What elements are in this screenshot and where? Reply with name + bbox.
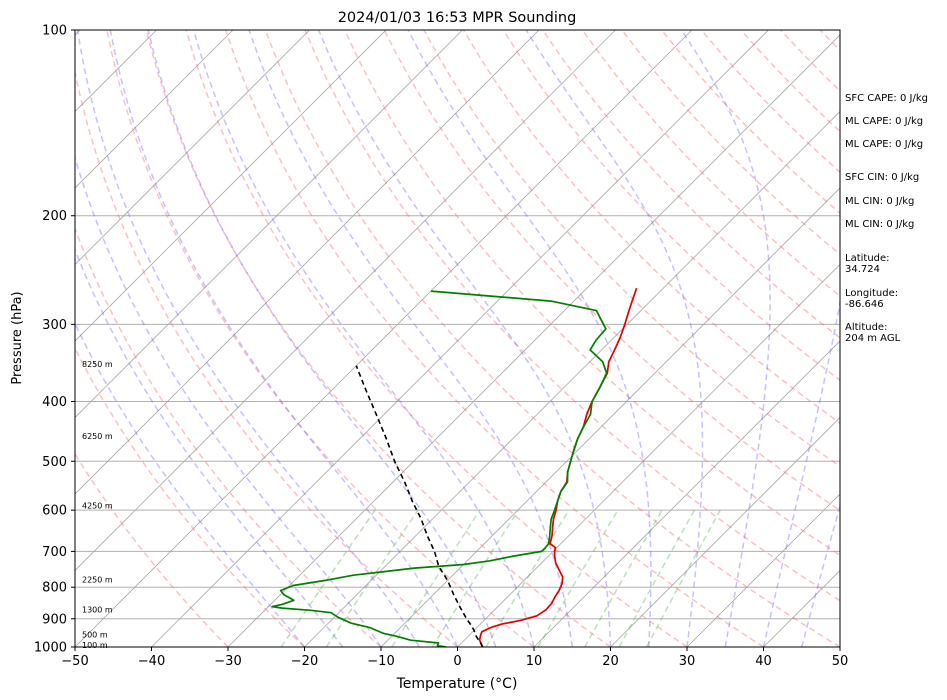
moist-adiabat-line	[248, 30, 574, 647]
mixing-ratio-line	[325, 509, 419, 647]
x-tick-label: −10	[367, 654, 394, 669]
x-tick-label: 30	[679, 654, 696, 669]
mixing-ratio-line	[618, 509, 696, 647]
mixing-ratio-line	[431, 509, 519, 647]
isotherm-line	[75, 30, 387, 342]
sfc-cape-text: SFC CAPE: 0 J/kg	[845, 93, 928, 104]
moist-adiabat-line	[525, 30, 704, 647]
x-tick-label: 20	[602, 654, 619, 669]
y-tick-label: 400	[42, 395, 67, 410]
y-tick-label: 100	[42, 24, 67, 39]
chart-title: 2024/01/03 16:53 MPR Sounding	[338, 10, 577, 26]
isotherm-line	[457, 263, 840, 647]
mixing-ratio-line	[391, 509, 481, 647]
moist-adiabat-line	[109, 30, 459, 647]
x-tick-label: −20	[291, 654, 318, 669]
isotherm-line	[533, 340, 840, 647]
ml-cin-text-2: ML CIN: 0 J/kg	[845, 219, 915, 230]
isotherm-line	[227, 34, 840, 647]
dry-adiabat-line	[185, 30, 688, 647]
height-label: 1300 m	[82, 606, 113, 615]
dry-adiabat-line	[304, 30, 840, 602]
temperature-profile-line	[478, 287, 638, 647]
isotherm-line	[304, 110, 840, 647]
moist-adiabat-line	[407, 30, 652, 647]
height-label: 4250 m	[82, 502, 113, 511]
height-label: 8250 m	[82, 360, 113, 369]
x-tick-label: 40	[755, 654, 772, 669]
x-tick-label: 10	[526, 654, 543, 669]
isotherm-line	[75, 30, 616, 572]
moist-adiabat-line	[75, 154, 382, 647]
latitude-text: Latitude: 34.724	[845, 253, 890, 275]
mixing-ratio-line	[485, 509, 570, 647]
parcel-path-line	[355, 365, 484, 647]
y-tick-label: 500	[42, 455, 67, 470]
dewpoint-profile-line	[271, 290, 608, 647]
moist-adiabat-line	[147, 30, 497, 647]
moist-adiabat-line	[762, 298, 840, 647]
ml-cin-text-1: ML CIN: 0 J/kg	[845, 196, 915, 207]
isotherm-line	[610, 416, 840, 647]
dry-adiabat-line	[224, 30, 764, 647]
y-axis-label: Pressure (hPa)	[10, 291, 25, 384]
dry-adiabat-line	[75, 68, 458, 647]
y-tick-label: 600	[42, 504, 67, 519]
dry-adiabat-line	[343, 30, 840, 557]
isotherm-line	[75, 30, 693, 647]
mixing-ratio-line	[280, 509, 376, 647]
x-tick-label: −40	[138, 654, 165, 669]
dry-adiabat-line	[75, 346, 306, 647]
moist-adiabat-line	[192, 30, 535, 647]
isotherm-line	[75, 30, 463, 419]
dry-adiabat-line	[383, 30, 840, 512]
dry-adiabat-line	[106, 30, 535, 647]
isotherm-line	[75, 30, 540, 495]
y-tick-label: 1000	[34, 641, 67, 656]
dry-adiabat-line	[75, 452, 229, 647]
moist-adiabat-line	[75, 247, 344, 647]
height-label: 2250 m	[82, 576, 113, 585]
dry-adiabat-line	[423, 30, 840, 468]
isotherm-line	[0, 30, 4, 647]
y-tick-label: 800	[42, 581, 67, 596]
moist-adiabat-line	[801, 503, 840, 647]
dry-adiabat-line	[264, 30, 840, 647]
plot-frame	[74, 29, 841, 648]
height-label: 100 m	[82, 641, 108, 650]
isotherm-line	[75, 30, 234, 189]
height-label: 500 m	[82, 631, 108, 640]
isotherm-line	[686, 493, 840, 647]
dry-adiabat-line	[145, 30, 611, 647]
mixing-ratio-line	[584, 509, 663, 647]
x-tick-label: −30	[214, 654, 241, 669]
height-label: 6250 m	[82, 432, 113, 441]
y-tick-label: 700	[42, 545, 67, 560]
moist-adiabat-line	[680, 30, 771, 647]
moist-adiabat-line	[76, 30, 420, 647]
x-tick-label: 50	[832, 654, 849, 669]
sfc-cin-text: SFC CIN: 0 J/kg	[845, 172, 920, 183]
dry-adiabat-line	[75, 226, 382, 647]
mixing-ratio-line	[645, 509, 721, 647]
x-tick-label: 0	[453, 654, 461, 669]
x-tick-label: −50	[61, 654, 88, 669]
longitude-text: Longitude: -86.646	[845, 288, 899, 310]
y-tick-label: 900	[42, 612, 67, 627]
y-tick-label: 300	[42, 318, 67, 333]
mixing-ratio-line	[537, 509, 619, 647]
isotherm-line	[151, 30, 769, 647]
ml-cape-text-2: ML CAPE: 0 J/kg	[845, 139, 924, 150]
ml-cape-text-1: ML CAPE: 0 J/kg	[845, 116, 924, 127]
x-axis-label: Temperature (°C)	[396, 676, 518, 692]
isotherm-line	[75, 30, 310, 266]
moist-adiabat-line	[317, 30, 612, 647]
altitude-text: Altitude: 204 m AGL	[845, 322, 901, 344]
isotherm-line	[380, 187, 840, 647]
y-tick-label: 200	[42, 209, 67, 224]
